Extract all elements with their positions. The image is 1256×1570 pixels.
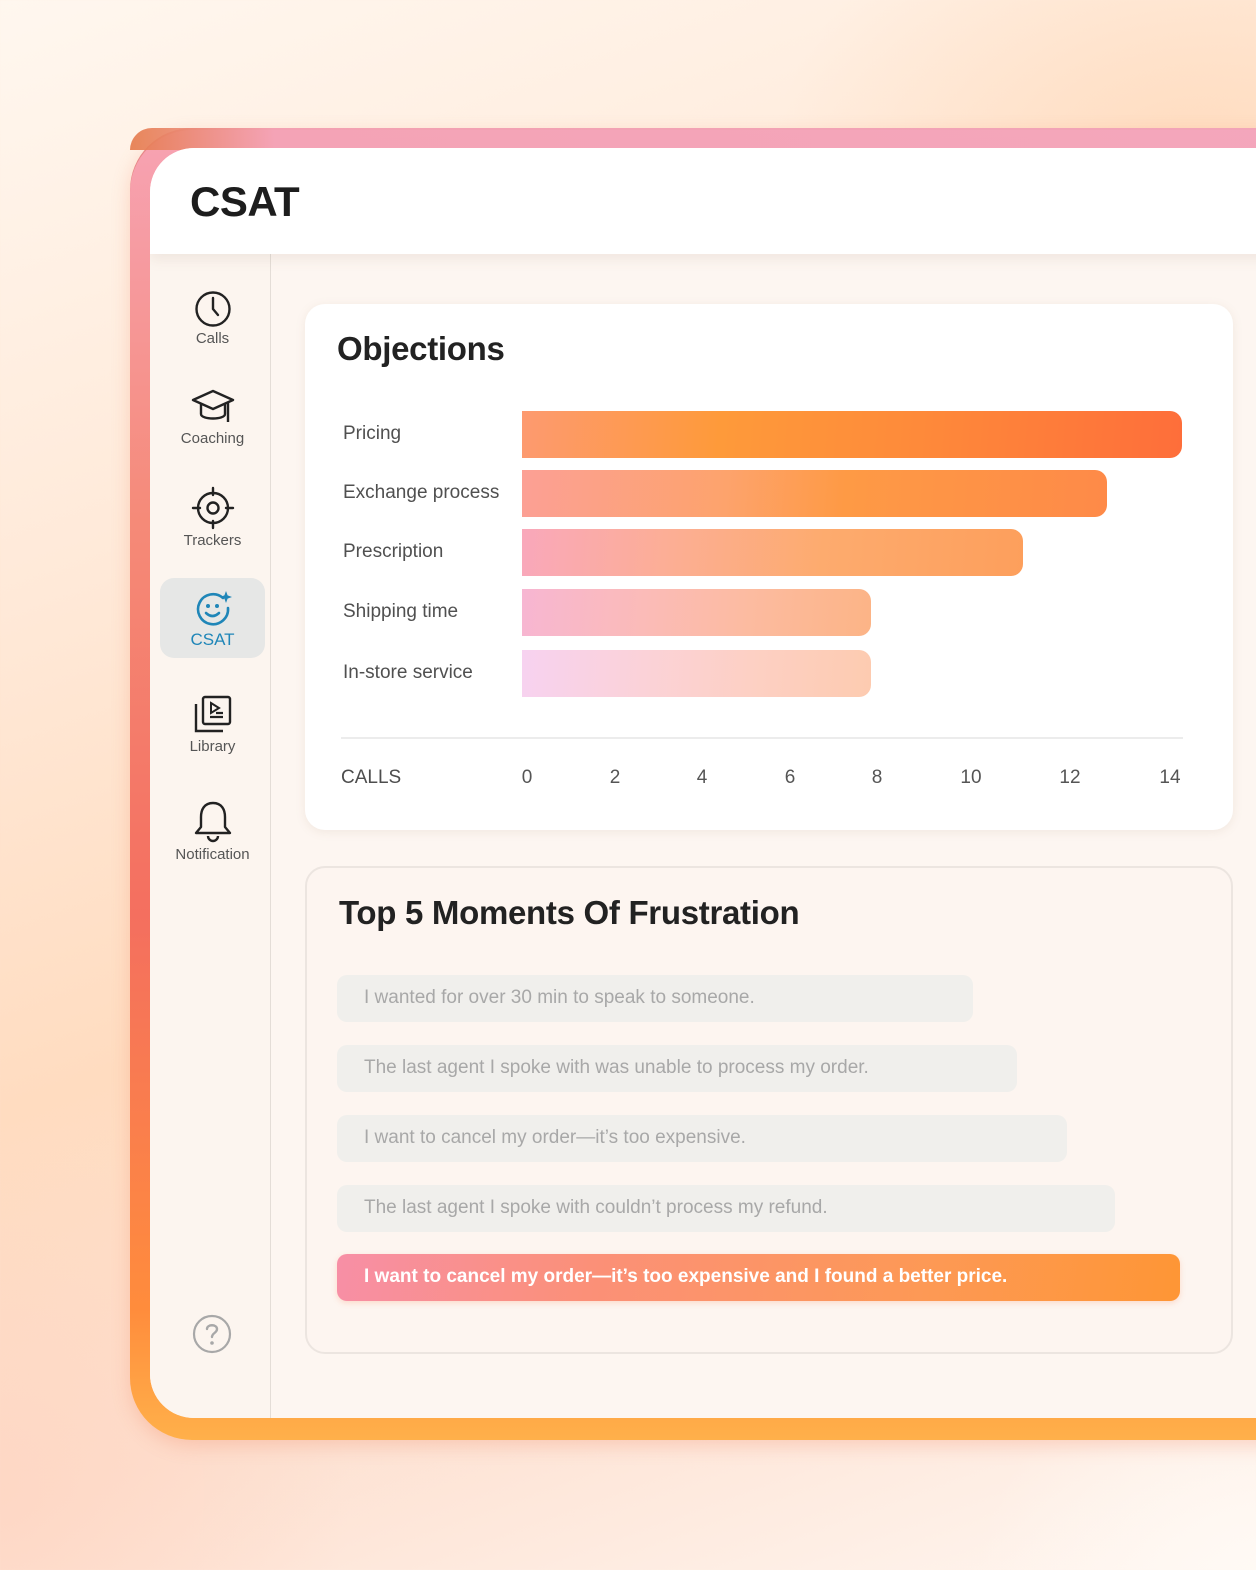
main-content: Objections Pricing Exchange process Pres…	[271, 254, 1256, 1418]
bar-label: Pricing	[343, 423, 402, 444]
sidebar-item-csat[interactable]: CSAT	[160, 578, 265, 658]
chart-bar-row[interactable]: Prescription	[305, 529, 1233, 577]
x-axis-line	[341, 737, 1183, 739]
sidebar-item-label: Coaching	[180, 430, 245, 447]
sidebar-item-notification[interactable]: Notification	[160, 800, 265, 870]
bar-label: Shipping time	[343, 601, 459, 622]
sidebar-item-label: Notification	[175, 846, 250, 863]
frustration-title: Top 5 Moments Of Frustration	[339, 894, 800, 931]
x-tick: 14	[1159, 767, 1181, 788]
page-header: CSAT	[150, 148, 1256, 254]
x-tick: 2	[609, 767, 621, 788]
bar-prescription	[522, 529, 1023, 576]
clock-icon	[194, 291, 231, 327]
x-tick: 4	[696, 767, 708, 788]
x-tick: 8	[871, 767, 883, 788]
x-axis-title: CALLS	[341, 767, 402, 788]
sidebar-item-coaching[interactable]: Coaching	[160, 388, 265, 452]
x-tick: 6	[784, 767, 796, 788]
chart-bar-row[interactable]: Pricing	[305, 411, 1233, 459]
sidebar-item-label: Calls	[195, 330, 230, 347]
graduation-cap-icon	[191, 389, 234, 422]
frustration-moment[interactable]: The last agent I spoke with was unable t…	[337, 1045, 1017, 1092]
chart-bar-row[interactable]: Shipping time	[305, 589, 1233, 637]
x-tick: 12	[1059, 767, 1081, 788]
sidebar-item-label: Library	[189, 738, 236, 755]
frustration-moment[interactable]: The last agent I spoke with couldn’t pro…	[337, 1185, 1115, 1232]
sidebar-item-label: Trackers	[183, 532, 242, 549]
bar-shipping-time	[522, 589, 871, 636]
x-tick: 0	[521, 767, 533, 788]
sidebar-item-label: CSAT	[190, 630, 235, 649]
app-screen: CSAT Calls Coaching	[150, 148, 1256, 1418]
bar-label: Prescription	[343, 541, 444, 562]
library-icon	[194, 695, 231, 733]
bar-pricing	[522, 411, 1182, 458]
smiley-sparkle-icon	[196, 591, 232, 626]
bell-icon	[194, 801, 231, 843]
chart-bar-row[interactable]: Exchange process	[305, 470, 1233, 518]
sidebar: Calls Coaching Trackers	[150, 254, 271, 1418]
device-frame: CSAT Calls Coaching	[130, 128, 1256, 1440]
x-tick: 10	[960, 767, 982, 788]
sidebar-item-library[interactable]: Library	[160, 694, 265, 764]
bar-label: Exchange process	[343, 482, 500, 503]
frustration-moment-highlighted[interactable]: I want to cancel my order—it’s too expen…	[337, 1254, 1180, 1301]
crosshair-icon	[191, 486, 234, 530]
page-title: CSAT	[190, 178, 300, 225]
bar-in-store-service	[522, 650, 871, 697]
sidebar-item-trackers[interactable]: Trackers	[160, 486, 265, 550]
bar-label: In-store service	[343, 662, 473, 683]
objections-title: Objections	[337, 330, 505, 367]
sidebar-item-calls[interactable]: Calls	[160, 290, 265, 350]
question-circle-icon[interactable]	[192, 1314, 232, 1354]
chart-bar-row[interactable]: In-store service	[305, 650, 1233, 698]
frustration-moment[interactable]: I wanted for over 30 min to speak to som…	[337, 975, 973, 1022]
objections-card: Objections Pricing Exchange process Pres…	[305, 304, 1233, 830]
frustration-card: Top 5 Moments Of Frustration I wanted fo…	[305, 866, 1233, 1354]
frustration-moment[interactable]: I want to cancel my order—it’s too expen…	[337, 1115, 1067, 1162]
bar-exchange-process	[522, 470, 1107, 517]
